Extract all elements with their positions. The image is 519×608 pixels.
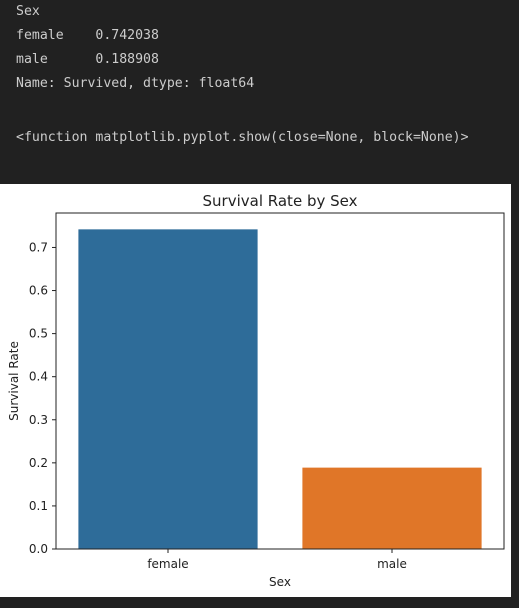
- output-line: male 0.188908: [16, 52, 159, 67]
- y-tick-label: 0.5: [29, 327, 48, 341]
- output-line: Sex: [16, 4, 40, 19]
- output-line: female 0.742038: [16, 28, 159, 43]
- y-tick-label: 0.2: [29, 456, 48, 470]
- y-tick-label: 0.0: [29, 542, 48, 556]
- bar-female: [78, 229, 258, 550]
- chart-title: Survival Rate by Sex: [203, 192, 358, 210]
- output-line: Name: Survived, dtype: float64: [16, 76, 255, 91]
- x-tick-label: male: [377, 557, 407, 571]
- y-tick-label: 0.3: [29, 413, 48, 427]
- y-axis-label: Survival Rate: [7, 341, 21, 421]
- output-line: <function matplotlib.pyplot.show(close=N…: [16, 130, 469, 145]
- bar-male: [302, 467, 482, 549]
- chart-figure: Survival Rate by Sex female male 0.0 0.1 0.2 0…: [0, 184, 511, 597]
- plot-frame: [55, 212, 505, 550]
- x-tick-label: female: [147, 557, 188, 571]
- y-tick-label: 0.6: [29, 284, 48, 298]
- cell-output-text: Sex female 0.742038 male 0.188908 Name: …: [16, 0, 469, 168]
- scroll-area: [511, 184, 519, 597]
- bar-chart: Survival Rate by Sex female male 0.0 0.1 0.2 0…: [7, 192, 505, 589]
- y-tick-label: 0.7: [29, 240, 48, 254]
- y-tick-label: 0.4: [29, 370, 48, 384]
- y-tick-label: 0.1: [29, 499, 48, 513]
- x-axis-label: Sex: [269, 575, 291, 589]
